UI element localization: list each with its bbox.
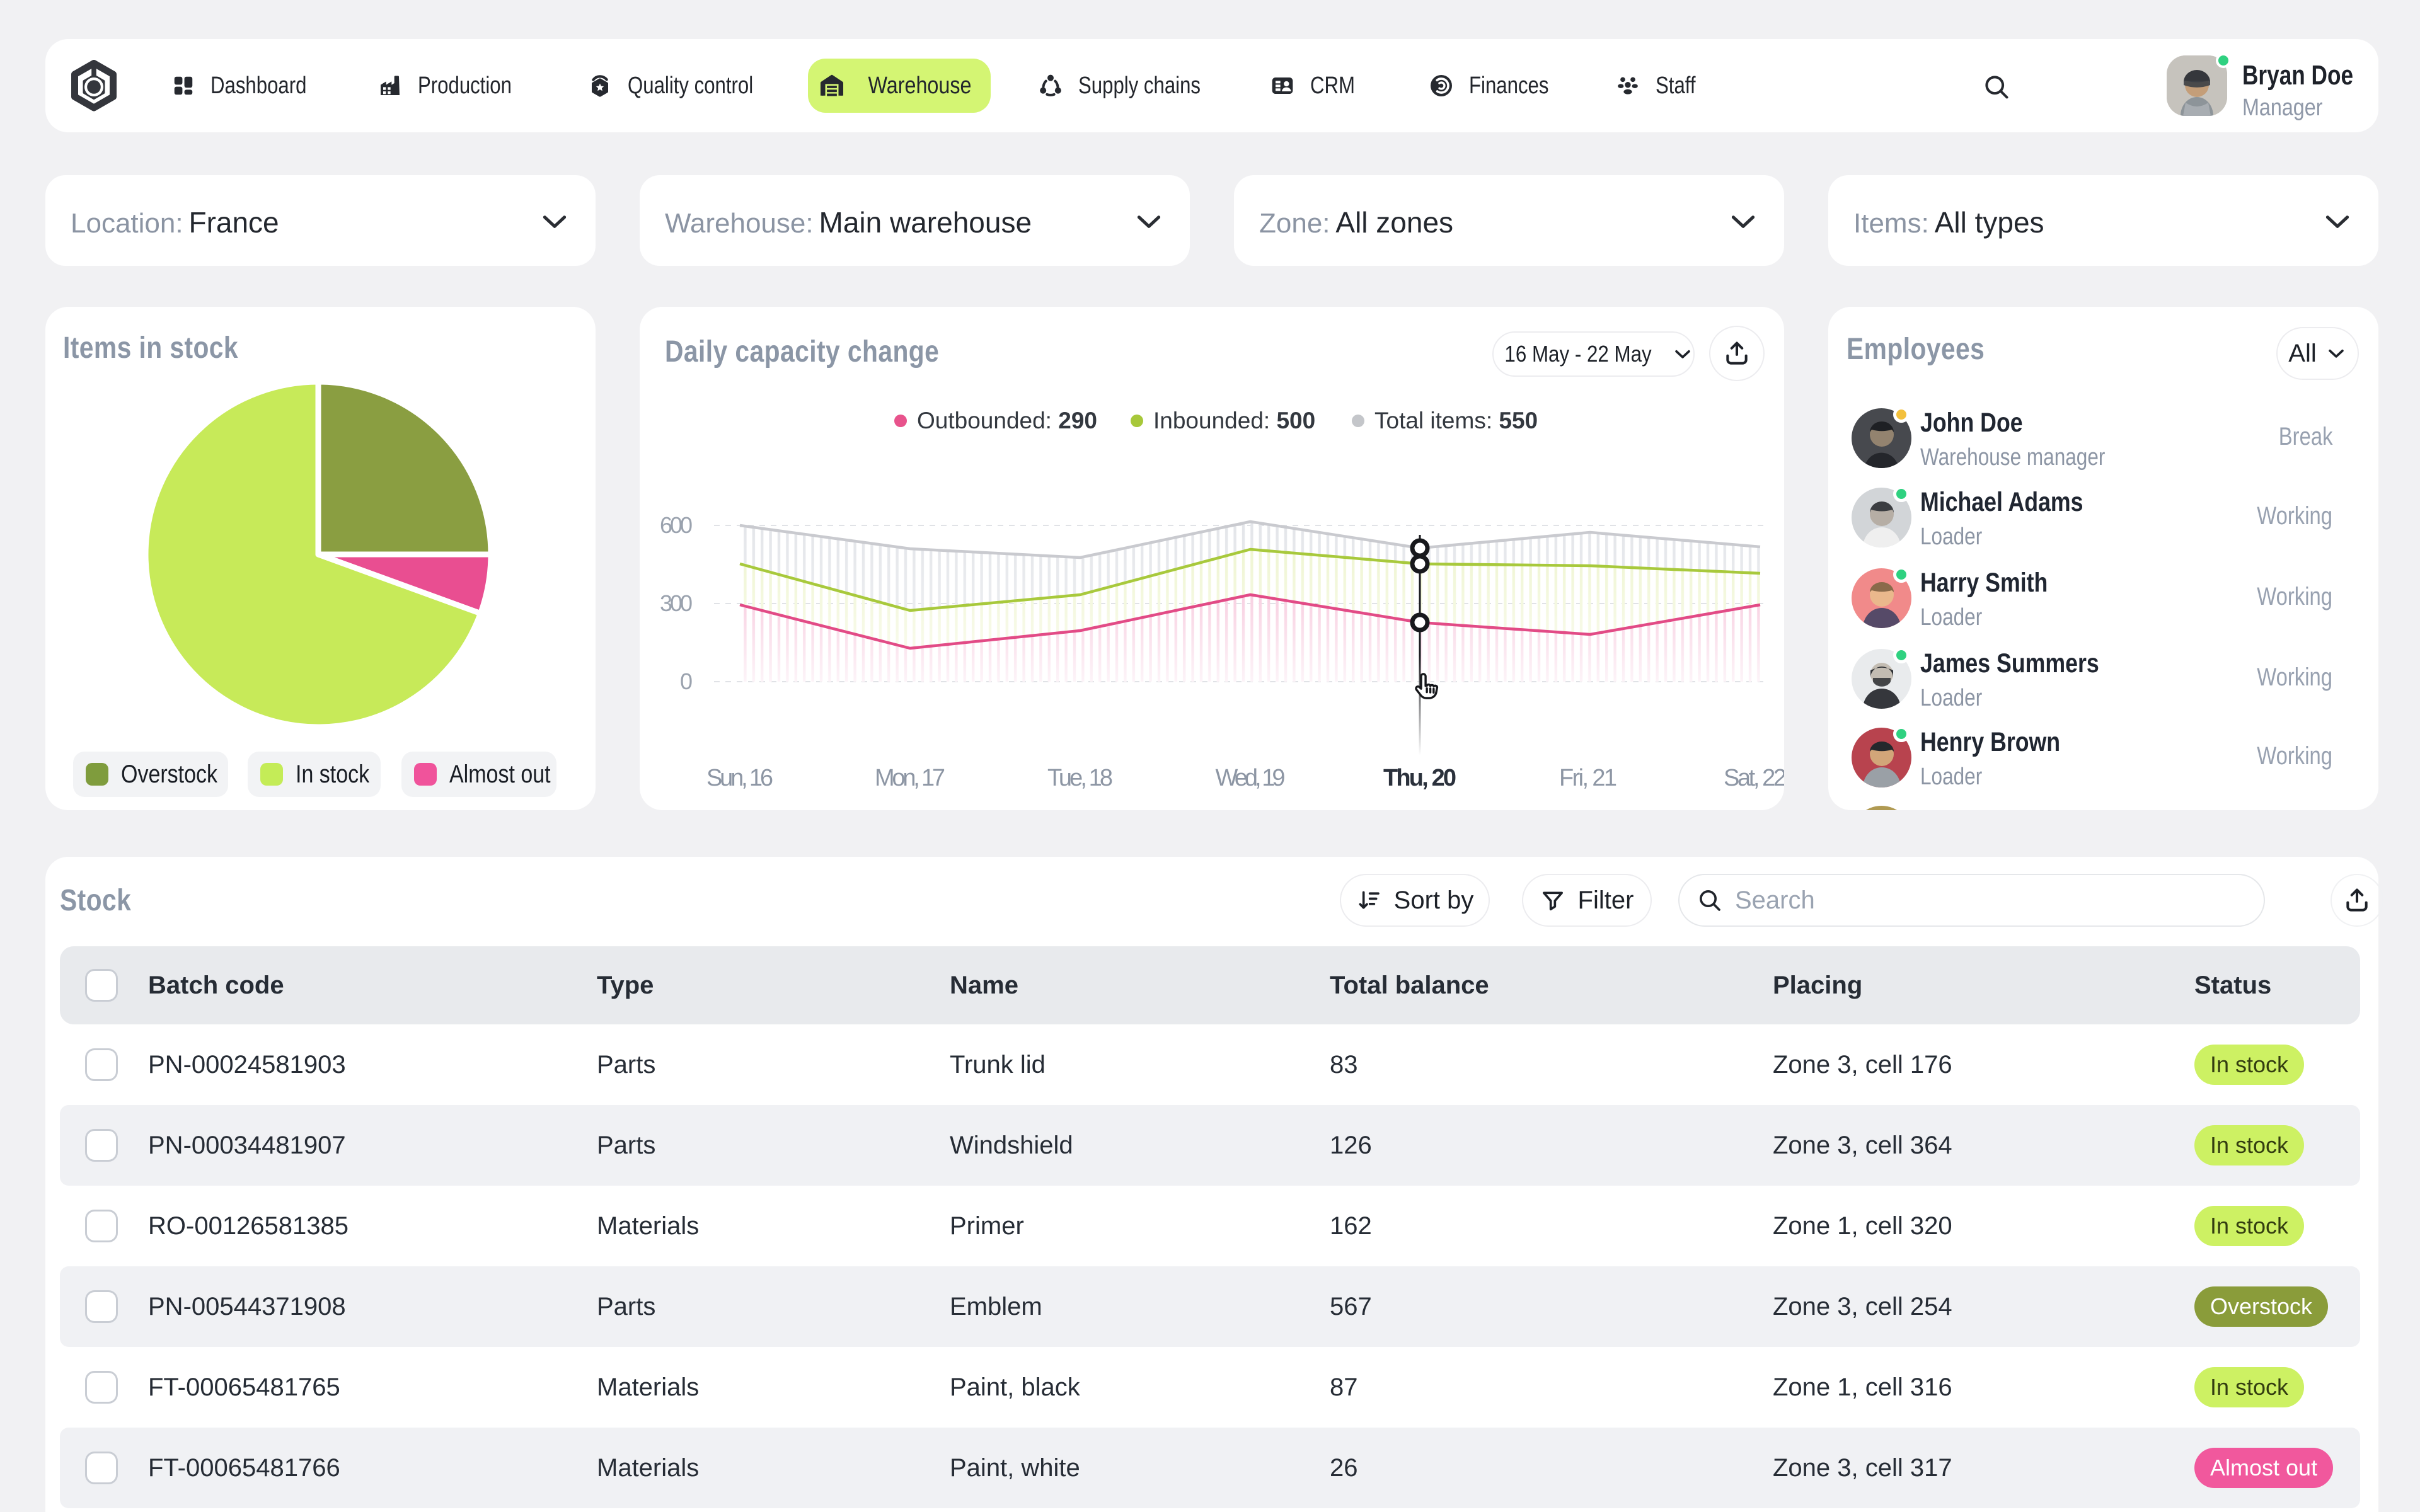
svg-text:Mon, 17: Mon, 17 (875, 765, 945, 791)
svg-text:0: 0 (680, 668, 693, 694)
svg-text:Thu, 20: Thu, 20 (1383, 765, 1456, 791)
svg-text:600: 600 (660, 512, 693, 538)
svg-text:Fri, 21: Fri, 21 (1559, 765, 1617, 791)
svg-text:Sat, 22: Sat, 22 (1724, 765, 1784, 791)
svg-text:Wed, 19: Wed, 19 (1216, 765, 1286, 791)
svg-text:Tue, 18: Tue, 18 (1047, 765, 1113, 791)
svg-text:300: 300 (660, 590, 693, 616)
svg-text:Sun, 16: Sun, 16 (706, 765, 773, 791)
